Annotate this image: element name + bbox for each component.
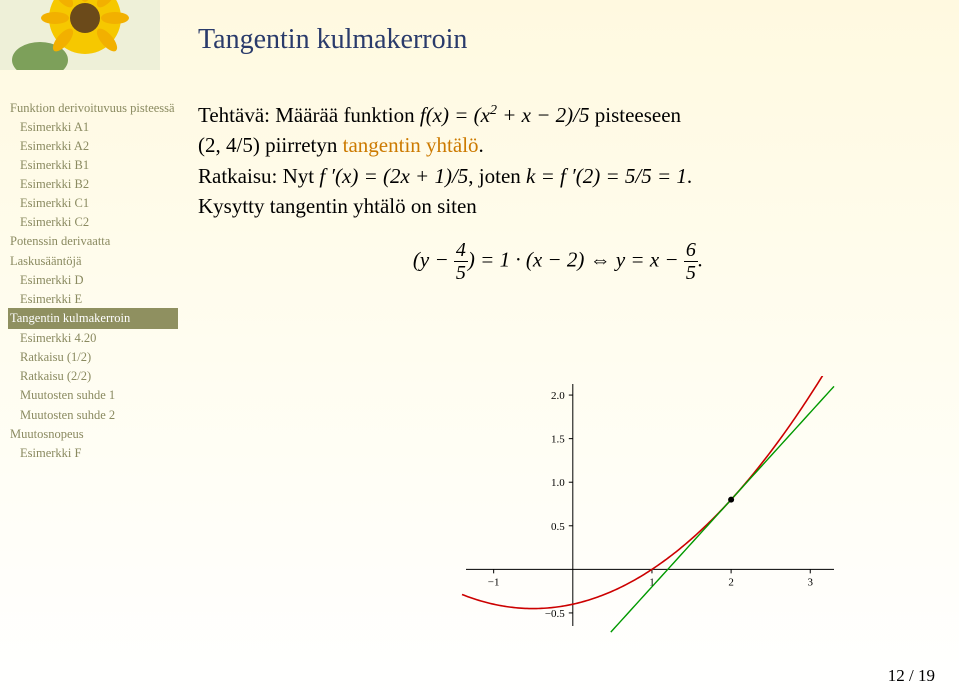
nav-item[interactable]: Ratkaisu (1/2) <box>8 348 178 367</box>
nav-item[interactable]: Muutosten suhde 2 <box>8 405 178 424</box>
problem-line-2: (2, 4/5) piirretyn tangentin yhtälö. <box>198 130 918 160</box>
main-content: Tehtävä: Määrää funktion f(x) = (x2 + x … <box>198 100 918 283</box>
nav-item[interactable]: Esimerkki 4.20 <box>8 329 178 348</box>
svg-text:2.0: 2.0 <box>551 390 565 402</box>
nav-item[interactable]: Esimerkki C2 <box>8 213 178 232</box>
nav-item[interactable]: Ratkaisu (2/2) <box>8 367 178 386</box>
solution-line-2: Kysytty tangentin yhtälö on siten <box>198 191 918 221</box>
nav-item[interactable]: Muutosnopeus <box>8 424 178 443</box>
nav-item[interactable]: Muutosten suhde 1 <box>8 386 178 405</box>
nav-item[interactable]: Potenssin derivaatta <box>8 232 178 251</box>
nav-item[interactable]: Laskusääntöjä <box>8 251 178 270</box>
svg-text:0.5: 0.5 <box>551 521 565 533</box>
tangent-chart: −1123−0.50.51.01.52.0 <box>430 376 840 646</box>
svg-text:−0.5: −0.5 <box>545 608 565 620</box>
nav-item[interactable]: Esimerkki A1 <box>8 117 178 136</box>
nav-item[interactable]: Funktion derivoituvuus pisteessä <box>8 98 178 117</box>
nav-item[interactable]: Esimerkki B2 <box>8 175 178 194</box>
problem-line-1: Tehtävä: Määrää funktion f(x) = (x2 + x … <box>198 100 918 130</box>
nav-item[interactable]: Esimerkki D <box>8 270 178 289</box>
svg-text:1.5: 1.5 <box>551 434 565 446</box>
svg-text:1.0: 1.0 <box>551 477 565 489</box>
nav-item[interactable]: Esimerkki E <box>8 289 178 308</box>
tangent-equation: (y − 45) = 1 · (x − 2) ⇔ y = x − 65. <box>198 240 918 283</box>
solution-line-1: Ratkaisu: Nyt f ′(x) = (2x + 1)/5, joten… <box>198 161 918 191</box>
nav-sidebar: Funktion derivoituvuus pisteessäEsimerkk… <box>8 98 178 462</box>
nav-item[interactable]: Tangentin kulmakerroin <box>8 308 178 328</box>
slide-title: Tangentin kulmakerroin <box>198 24 467 56</box>
nav-item[interactable]: Esimerkki C1 <box>8 194 178 213</box>
svg-text:2: 2 <box>728 576 734 588</box>
page-number: 12 / 19 <box>888 666 935 686</box>
decorative-corner-image <box>0 0 160 70</box>
nav-item[interactable]: Esimerkki F <box>8 443 178 462</box>
nav-item[interactable]: Esimerkki A2 <box>8 136 178 155</box>
svg-text:3: 3 <box>808 576 814 588</box>
svg-text:−1: −1 <box>488 576 500 588</box>
nav-item[interactable]: Esimerkki B1 <box>8 155 178 174</box>
